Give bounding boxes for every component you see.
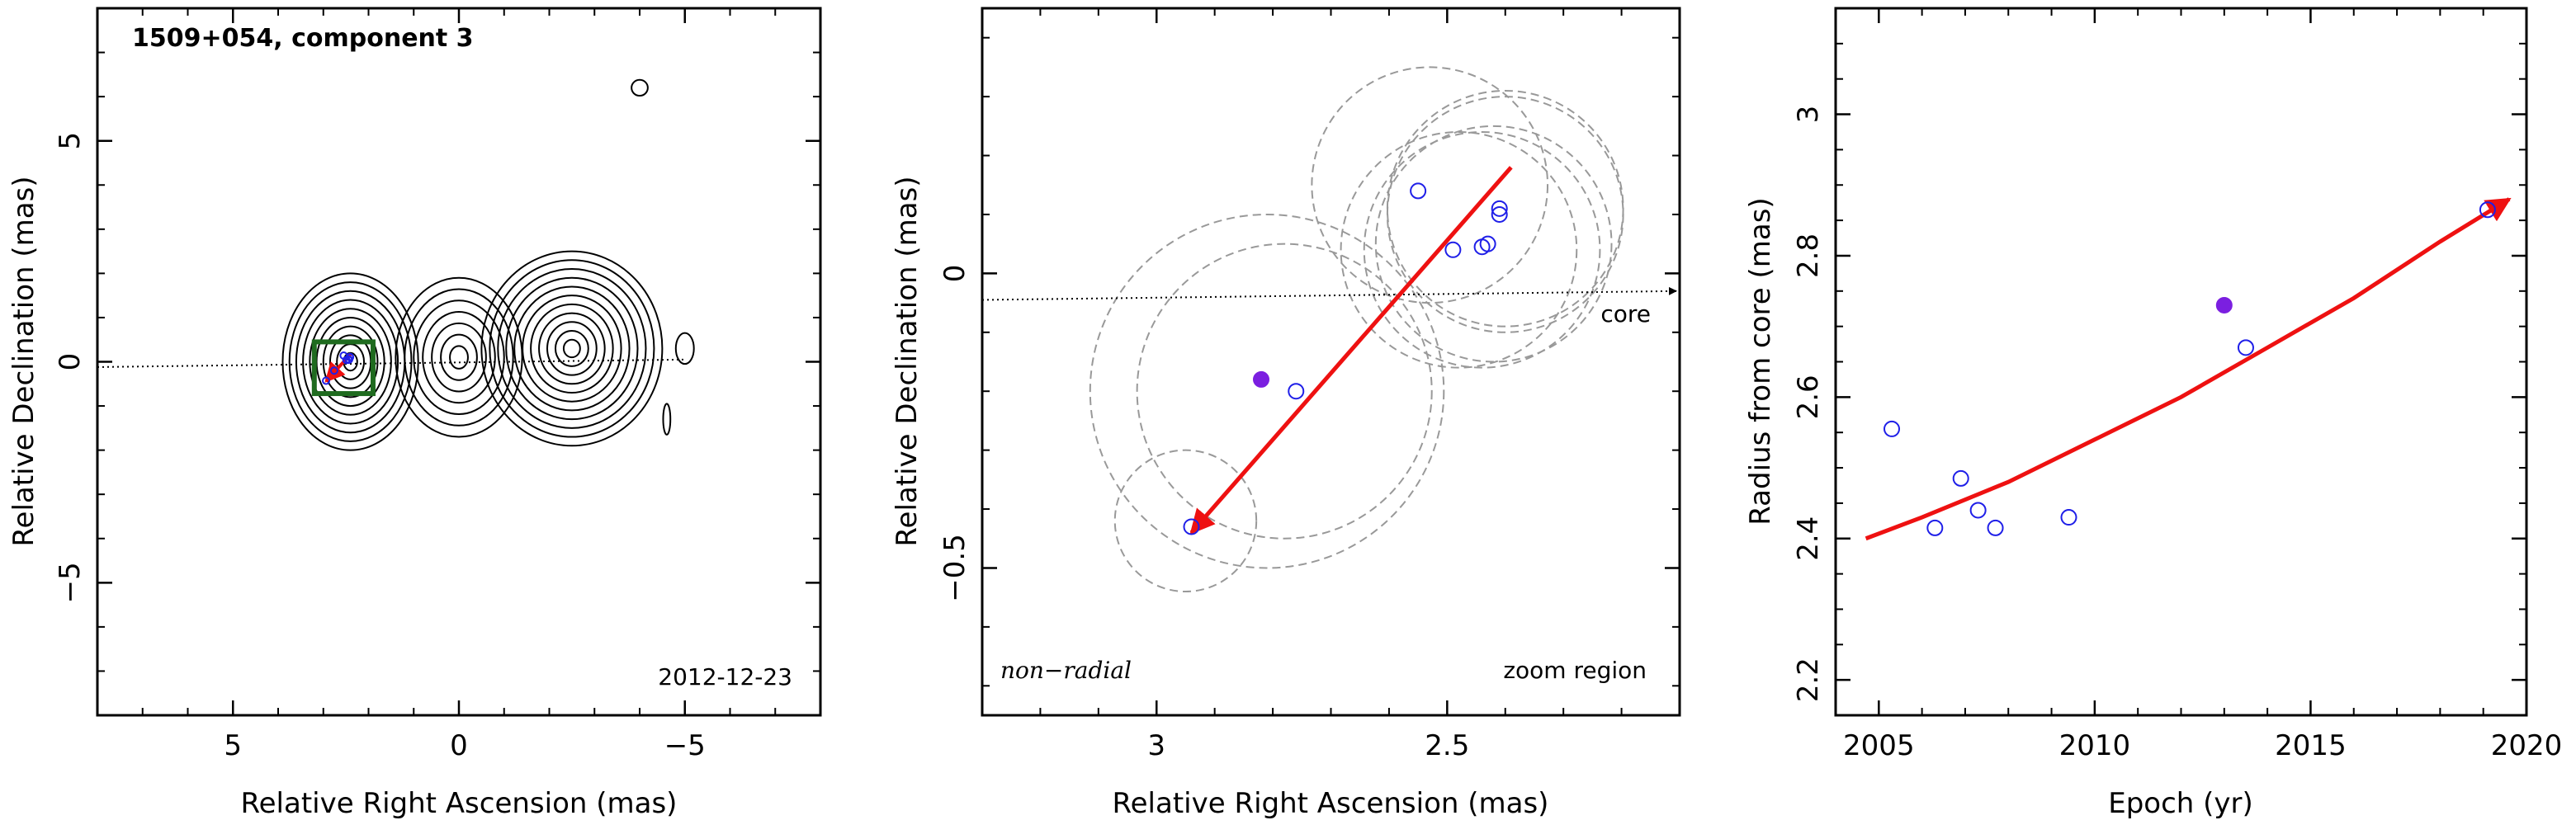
contour-level — [449, 345, 469, 370]
component-size-circle — [1386, 89, 1624, 328]
y-tick-label: 2.8 — [1792, 233, 1825, 278]
panel-zoom-region: 3 2.5 −0.5 0 non−radial zoom region core Re… — [891, 7, 1681, 820]
x-tick-label: 2005 — [1843, 729, 1915, 762]
y-tick-label: 5 — [54, 132, 87, 150]
contour-level — [497, 268, 647, 429]
contour-level — [513, 285, 631, 412]
y-tick-label: −5 — [54, 562, 87, 603]
contour-level — [281, 272, 419, 451]
radius-point — [1987, 519, 2004, 536]
contour-level — [395, 276, 523, 438]
component-size-circle — [1363, 130, 1601, 369]
x-tick-label: 3 — [1147, 729, 1165, 762]
y-tick-label: 2.4 — [1792, 516, 1825, 561]
x-tick-label: 0 — [450, 729, 468, 762]
position-point — [1444, 241, 1462, 258]
position-point — [1410, 182, 1427, 200]
y-tick-label: −0.5 — [938, 534, 971, 602]
contour-level — [489, 259, 655, 438]
panel3-frame — [1834, 7, 2528, 717]
x-tick-label: −5 — [664, 729, 706, 762]
contour-level — [554, 330, 589, 367]
radius-point — [1884, 420, 1901, 437]
component-size-circle — [1136, 243, 1433, 540]
motion-vector-arrow — [1189, 166, 1513, 535]
component-size-circle — [1386, 96, 1624, 333]
position-point-mini — [329, 366, 338, 375]
contour-level — [422, 311, 496, 404]
x-tick-label: 2010 — [2059, 729, 2131, 762]
y-tick-label: 2.2 — [1792, 658, 1825, 702]
contour-level — [522, 295, 622, 403]
position-point-filled — [1253, 370, 1269, 388]
core-reference-line — [97, 358, 685, 368]
contour-level — [505, 276, 639, 421]
core-direction-line — [982, 286, 1677, 301]
contour-level — [480, 250, 664, 447]
contour-level — [662, 403, 672, 436]
panel3-x-axis-label: Epoch (yr) — [2108, 787, 2253, 820]
radius-point — [2237, 339, 2254, 356]
contour-level — [302, 299, 399, 425]
panel2-core-label: core — [1600, 300, 1651, 328]
x-tick-label: 2015 — [2275, 729, 2347, 762]
contour-level — [413, 299, 505, 416]
panel1-title: 1509+054, component 3 — [132, 24, 474, 53]
component-size-circle — [1113, 449, 1258, 593]
position-point-mini — [346, 352, 355, 361]
contour-level — [309, 308, 392, 416]
panel-radius-vs-epoch: 2005 2010 2015 2020 2.2 2.4 2.6 2.8 3 Epoch (yr)… — [1744, 7, 2563, 820]
panel2-x-axis-label: Relative Right Ascension (mas) — [1113, 787, 1549, 820]
panel2-zoom-region-label: zoom region — [1503, 657, 1647, 684]
component-size-circle — [1089, 213, 1445, 569]
panel3-y-axis-label: Radius from core (mas) — [1744, 197, 1777, 525]
position-point — [1479, 235, 1496, 252]
contour-level — [440, 333, 478, 381]
panel2-nonradial-label: non−radial — [1000, 657, 1132, 684]
y-tick-label: 0 — [54, 353, 87, 371]
radius-point-filled — [2215, 296, 2233, 314]
contour-level — [562, 338, 581, 359]
x-tick-label: 5 — [224, 729, 242, 762]
contour-level — [538, 312, 606, 385]
radius-point — [1926, 519, 1944, 536]
radius-point — [2479, 201, 2496, 219]
panel2-frame — [981, 7, 1681, 717]
y-tick-label: 0 — [938, 265, 971, 283]
contour-level — [546, 321, 598, 376]
component-size-circle — [1374, 125, 1613, 363]
component-size-circle — [1311, 66, 1549, 304]
panel1-date-label: 2012-12-23 — [658, 663, 792, 691]
contour-level — [322, 325, 379, 398]
position-point — [1183, 518, 1200, 535]
radius-point — [1969, 502, 1987, 519]
contour-level — [674, 332, 695, 365]
x-tick-label: 2020 — [2491, 729, 2563, 762]
radius-point — [1952, 469, 1969, 487]
zoom-region-box — [311, 339, 376, 397]
contour-level — [404, 288, 514, 427]
position-point — [1288, 383, 1305, 400]
contour-level — [530, 303, 614, 394]
contour-level — [288, 281, 413, 442]
expansion-fit-curve — [1865, 197, 2512, 541]
y-tick-label: 2.6 — [1792, 375, 1825, 419]
panel-contour-map: 5 0 −5 −5 0 5 1509+054, component 3 2012-12-2… — [7, 7, 822, 820]
contour-level — [431, 322, 487, 393]
panel1-y-axis-label: Relative Declination (mas) — [7, 176, 40, 546]
contour-level — [631, 78, 649, 97]
radius-point — [2060, 509, 2077, 526]
position-point — [1491, 200, 1508, 217]
y-tick-label: 3 — [1792, 106, 1825, 124]
position-point-mini — [322, 376, 331, 385]
panel1-x-axis-label: Relative Right Ascension (mas) — [241, 787, 678, 820]
x-tick-label: 2.5 — [1425, 729, 1469, 762]
position-point — [1491, 205, 1508, 223]
panel2-y-axis-label: Relative Declination (mas) — [891, 176, 924, 546]
